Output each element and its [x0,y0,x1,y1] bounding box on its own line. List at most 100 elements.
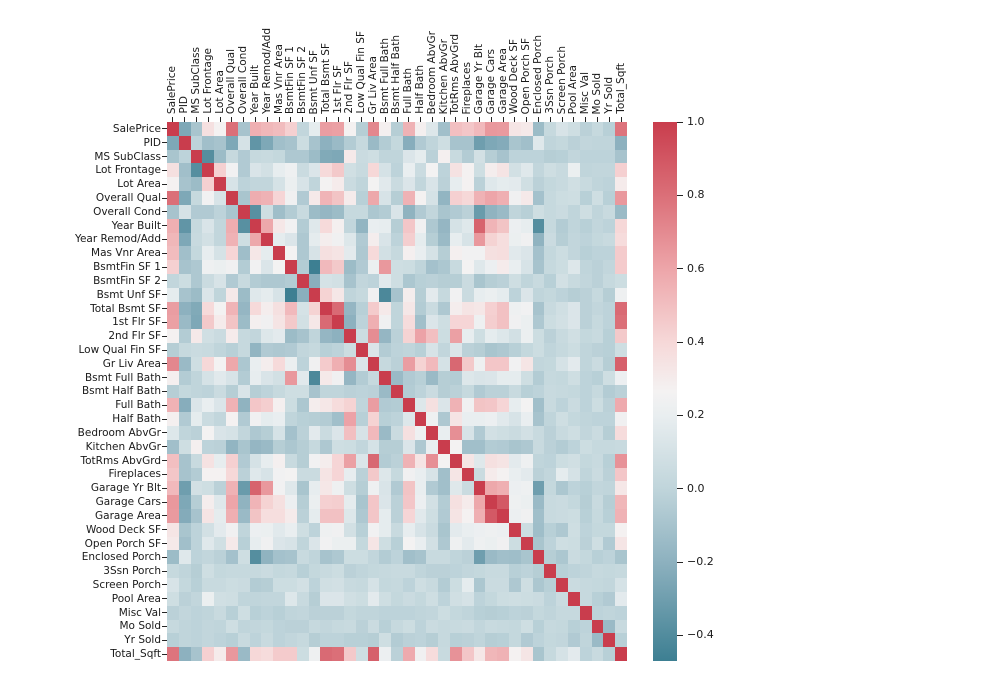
heatmap-cell [461,647,474,661]
heatmap-cell [332,605,344,620]
heatmap-cell [379,467,392,482]
heatmap-cell [544,398,557,413]
heatmap-cell [237,149,250,164]
heatmap-cell [237,398,250,413]
heatmap-cell [568,356,580,371]
heatmap-cell [532,384,545,399]
heatmap-cell [532,343,545,357]
heatmap-cell [520,191,533,205]
heatmap-cell [473,177,486,192]
heatmap-cell [320,467,333,482]
heatmap-cell [284,384,297,399]
colorbar-tick-label: −0.2 [687,555,714,568]
heatmap-cell [438,536,451,551]
heatmap-cell [343,163,356,178]
y-tick-label: Kitchen AbvGr [85,440,161,453]
heatmap-cell [402,467,415,482]
heatmap-cell [509,481,521,496]
colorbar-tick-label: 0.2 [687,408,705,422]
heatmap-cell [167,536,179,551]
colorbar-tick-label: 0.6 [687,261,705,275]
correlation-heatmap [167,122,627,661]
heatmap-cell [367,301,380,316]
heatmap-cell [544,191,557,205]
heatmap-cell [532,149,545,164]
heatmap-cell [249,522,262,537]
y-tick-label: Low Qual Fin SF [78,344,161,357]
heatmap-cell [190,287,203,302]
heatmap-cell [249,633,262,648]
heatmap-cell [509,536,521,551]
heatmap-cell [320,149,333,164]
heatmap-cell [497,287,510,302]
heatmap-cell [190,149,203,164]
heatmap-cell [379,398,392,413]
heatmap-cell [402,522,415,537]
heatmap-cell [615,329,627,344]
x-tick-mark [479,117,481,122]
heatmap-cell [544,508,557,523]
heatmap-cell [438,467,451,482]
heatmap-cell [355,384,368,399]
heatmap-cell [615,301,627,316]
heatmap-cell [485,647,498,661]
heatmap-cell [237,536,250,551]
heatmap-cell [343,605,356,620]
heatmap-cell [497,426,510,440]
heatmap-cell [426,329,439,344]
heatmap-cell [579,591,592,606]
heatmap-cell [167,398,179,413]
heatmap-cell [261,398,274,413]
heatmap-cell [343,398,356,413]
heatmap-cell [214,218,226,233]
heatmap-cell [450,301,462,316]
heatmap-cell [214,481,226,496]
heatmap-cell [343,274,356,288]
heatmap-cell [615,122,627,136]
heatmap-cell [568,412,580,427]
heatmap-cell [379,218,392,233]
heatmap-cell [332,591,344,606]
heatmap-cell [485,508,498,523]
heatmap-cell [367,122,380,136]
heatmap-cell [568,301,580,316]
x-tick-label: Pool Area [567,64,580,114]
heatmap-cell [426,439,439,454]
heatmap-cell [190,191,203,205]
heatmap-cell [568,522,580,537]
heatmap-cell [497,122,510,136]
heatmap-cell [355,218,368,233]
y-tick-mark [162,584,167,586]
heatmap-cell [320,315,333,330]
y-tick-label: Lot Area [117,178,161,191]
heatmap-cell [167,135,179,150]
heatmap-cell [190,522,203,537]
heatmap-cell [391,177,403,192]
heatmap-cell [167,384,179,399]
heatmap-cell [249,647,262,661]
heatmap-cell [355,274,368,288]
heatmap-cell [249,329,262,344]
heatmap-cell [450,260,462,275]
heatmap-cell [461,412,474,427]
heatmap-cell [367,619,380,634]
heatmap-cell [249,218,262,233]
heatmap-cell [438,605,451,620]
y-tick-label: Bsmt Full Bath [84,371,161,384]
heatmap-cell [461,564,474,579]
heatmap-cell [450,177,462,192]
heatmap-cell [379,508,392,523]
heatmap-cell [225,536,238,551]
heatmap-cell [202,370,215,385]
heatmap-cell [296,191,309,205]
heatmap-cell [320,287,333,302]
heatmap-cell [391,508,403,523]
heatmap-cell [178,232,191,247]
heatmap-cell [402,619,415,634]
heatmap-cell [332,122,344,136]
heatmap-cell [450,605,462,620]
heatmap-cell [261,633,274,648]
heatmap-cell [603,204,616,219]
heatmap-cell [202,467,215,482]
heatmap-cell [450,232,462,247]
